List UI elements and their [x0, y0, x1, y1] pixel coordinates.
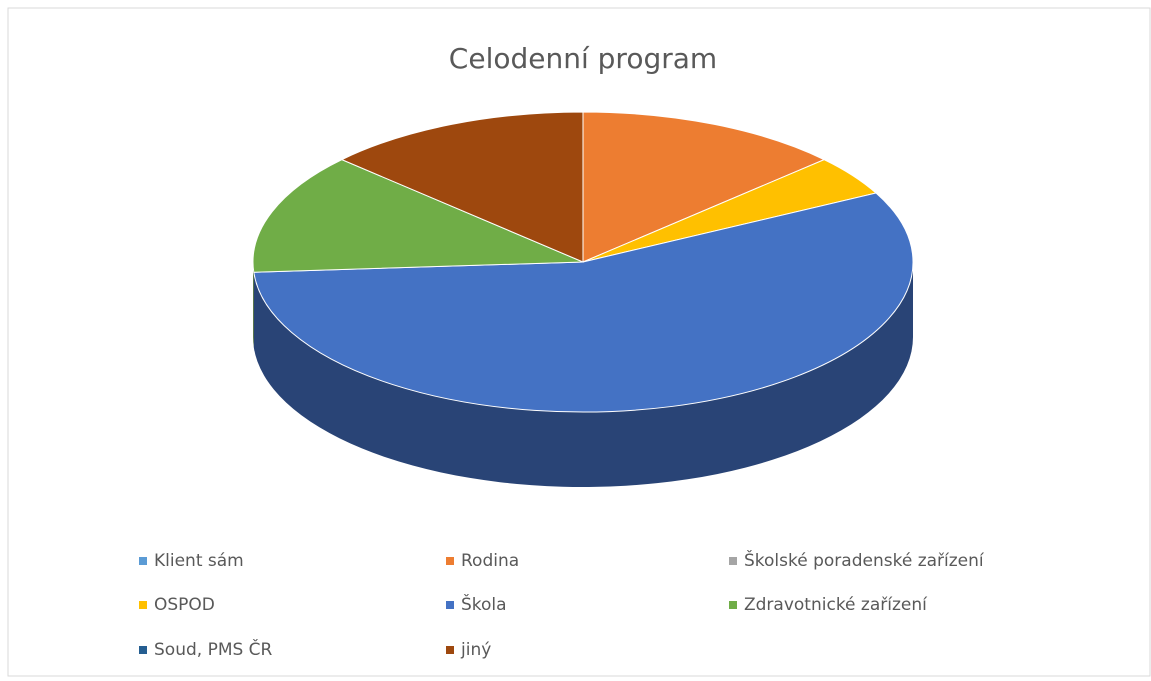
- legend-label: Škola: [461, 593, 507, 615]
- pie-slice-side: [253, 262, 914, 488]
- legend-swatch: [729, 557, 737, 565]
- legend-swatch: [446, 601, 454, 609]
- pie-slice: [340, 111, 584, 263]
- legend-swatch: [446, 557, 454, 565]
- legend-label: Zdravotnické zařízení: [744, 595, 928, 615]
- legend-label: jiný: [460, 640, 491, 660]
- pie-slice-side: [253, 262, 254, 348]
- legend-swatch: [729, 601, 737, 609]
- legend-swatch: [139, 646, 147, 654]
- legend-label: Školské poradenské zařízení: [744, 549, 985, 571]
- pie-slice: [253, 192, 914, 413]
- legend-label: Rodina: [461, 551, 519, 571]
- legend-swatch: [139, 557, 147, 565]
- legend-swatch: [139, 601, 147, 609]
- legend-swatch: [446, 646, 454, 654]
- legend-label: Klient sám: [154, 551, 244, 571]
- legend: Klient sám Rodina Školské poradenské zaříz…: [139, 549, 985, 660]
- legend-label: OSPOD: [154, 595, 215, 615]
- chart-title: Celodenní program: [449, 42, 717, 75]
- pie-slice: [252, 159, 584, 273]
- pie: [252, 111, 914, 488]
- legend-label: Soud, PMS ČR: [154, 638, 273, 660]
- pie-slice: [582, 111, 826, 263]
